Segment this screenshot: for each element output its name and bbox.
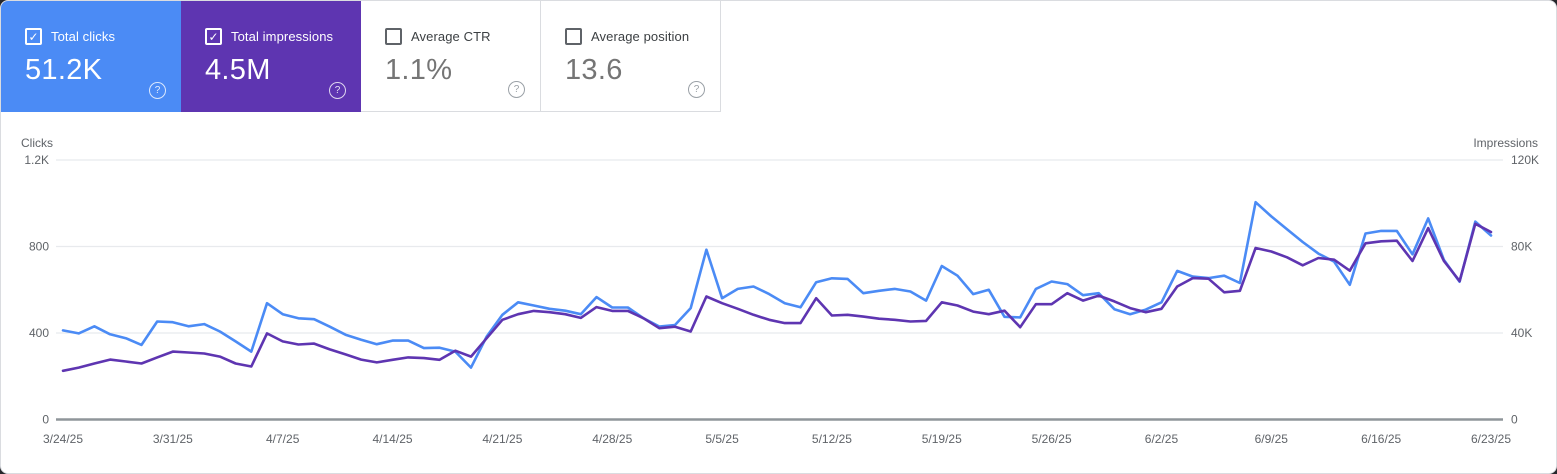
metric-label: Total impressions xyxy=(231,29,334,44)
average-position-value: 13.6 xyxy=(565,54,623,86)
total-clicks-value: 51.2K xyxy=(25,54,103,86)
x-axis-label: 5/19/25 xyxy=(922,432,962,446)
left-axis-tick: 400 xyxy=(29,326,49,340)
x-axis-label: 5/5/25 xyxy=(705,432,739,446)
right-axis-tick: 40K xyxy=(1511,326,1532,340)
help-icon[interactable]: ? xyxy=(149,82,166,99)
impressions-line xyxy=(61,222,1493,373)
left-axis-title: Clicks xyxy=(21,136,53,150)
average-ctr-value: 1.1% xyxy=(385,54,453,86)
help-icon[interactable]: ? xyxy=(508,81,525,98)
x-axis-label: 3/24/25 xyxy=(43,432,83,446)
metric-header: ✓ Total clicks xyxy=(25,28,181,45)
average-ctr-checkbox[interactable] xyxy=(385,28,402,45)
right-axis-tick: 120K xyxy=(1511,153,1539,167)
total-clicks-checkbox[interactable]: ✓ xyxy=(25,28,42,45)
help-icon[interactable]: ? xyxy=(329,82,346,99)
left-axis-tick: 1.2K xyxy=(24,153,49,167)
metric-card-average-ctr[interactable]: Average CTR 1.1% ? xyxy=(361,1,541,112)
x-axis-label: 5/12/25 xyxy=(812,432,852,446)
metric-label: Average CTR xyxy=(411,29,491,44)
x-axis-label: 5/26/25 xyxy=(1032,432,1072,446)
x-axis-label: 6/23/25 xyxy=(1471,432,1511,446)
left-axis-tick: 0 xyxy=(42,413,49,427)
x-axis-label: 4/7/25 xyxy=(266,432,300,446)
x-axis-label: 4/14/25 xyxy=(373,432,413,446)
right-axis-title: Impressions xyxy=(1473,136,1538,150)
metric-header: ✓ Total impressions xyxy=(205,28,361,45)
total-impressions-checkbox[interactable]: ✓ xyxy=(205,28,222,45)
metric-header: Average position xyxy=(565,28,720,45)
metrics-row: ✓ Total clicks 51.2K ? ✓ Total impressio… xyxy=(1,1,721,112)
metric-card-total-impressions[interactable]: ✓ Total impressions 4.5M ? xyxy=(181,1,361,112)
metric-label: Average position xyxy=(591,29,690,44)
metric-label: Total clicks xyxy=(51,29,116,44)
x-axis-label: 4/28/25 xyxy=(592,432,632,446)
x-axis-label: 4/21/25 xyxy=(482,432,522,446)
x-axis-label: 3/31/25 xyxy=(153,432,193,446)
metric-card-total-clicks[interactable]: ✓ Total clicks 51.2K ? xyxy=(1,1,181,112)
metric-card-average-position[interactable]: Average position 13.6 ? xyxy=(541,1,721,112)
x-axis-label: 6/9/25 xyxy=(1255,432,1289,446)
clicks-line xyxy=(61,200,1493,369)
right-axis-tick: 0 xyxy=(1511,413,1518,427)
total-impressions-value: 4.5M xyxy=(205,54,271,86)
right-axis-tick: 80K xyxy=(1511,240,1532,254)
left-axis-tick: 800 xyxy=(29,240,49,254)
x-axis-label: 6/16/25 xyxy=(1361,432,1401,446)
help-icon[interactable]: ? xyxy=(688,81,705,98)
x-axis-label: 6/2/25 xyxy=(1145,432,1179,446)
metric-header: Average CTR xyxy=(385,28,540,45)
average-position-checkbox[interactable] xyxy=(565,28,582,45)
